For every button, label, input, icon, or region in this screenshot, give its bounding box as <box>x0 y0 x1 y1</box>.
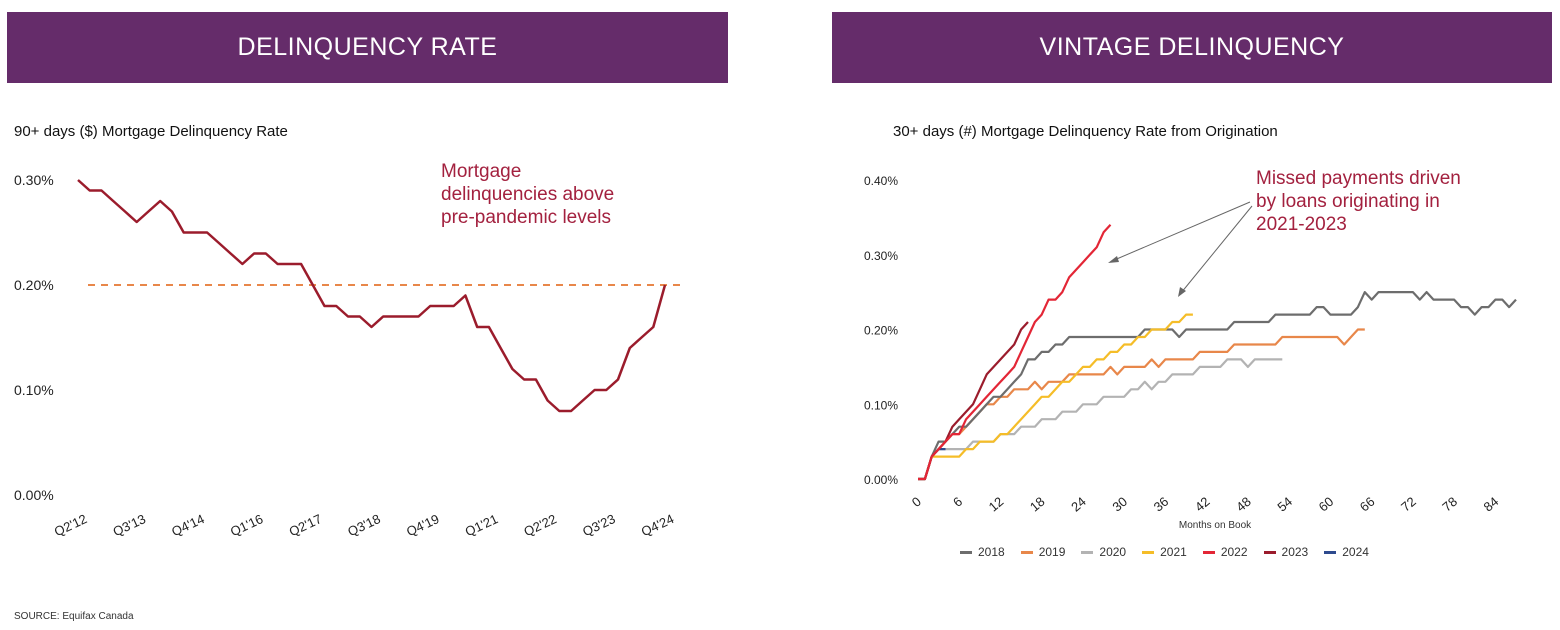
legend-item-2020: 2020 <box>1081 545 1126 559</box>
vintage-line-2024 <box>918 448 946 481</box>
left-x-tick-label: Q3'18 <box>345 511 382 539</box>
left-annotation: Mortgage delinquencies above pre-pandemi… <box>441 161 615 228</box>
left-x-tick-label: Q1'16 <box>228 511 265 539</box>
legend-item-2018: 2018 <box>960 545 1005 559</box>
legend-item-2021: 2021 <box>1142 545 1187 559</box>
right-y-tick-label: 0.10% <box>864 398 898 412</box>
right-x-tick-label: 36 <box>1151 494 1172 515</box>
vintage-line-2019 <box>918 328 1365 481</box>
right-x-tick-label: 24 <box>1068 494 1089 515</box>
right-x-tick-label: 30 <box>1109 494 1130 515</box>
left-x-tick-label: Q4'24 <box>639 511 676 539</box>
right-x-tick-label: 18 <box>1027 494 1048 515</box>
right-annotation: Missed payments driven by loans originat… <box>1256 168 1461 235</box>
legend-swatch <box>1202 550 1215 554</box>
right-x-tick-label: 6 <box>950 494 965 510</box>
right-x-tick-label: 60 <box>1316 494 1337 515</box>
vintage-line-2018 <box>918 291 1517 481</box>
legend-swatch <box>1263 550 1276 554</box>
left-x-tick-label: Q4'14 <box>169 511 206 539</box>
left-y-tick-label: 0.10% <box>14 382 54 398</box>
right-y-tick-label: 0.40% <box>864 174 898 188</box>
right-x-tick-label: 78 <box>1439 494 1460 515</box>
left-x-tick-label: Q2'17 <box>287 511 324 539</box>
right-y-tick-label: 0.20% <box>864 324 898 338</box>
legend-swatch <box>1020 550 1033 554</box>
right-x-tick-label: 0 <box>909 494 924 510</box>
right-chart-title: 30+ days (#) Mortgage Delinquency Rate f… <box>893 123 1278 140</box>
left-y-tick-label: 0.20% <box>14 277 54 293</box>
delinquency-rate-line <box>77 179 667 413</box>
left-x-tick-label: Q3'23 <box>580 511 617 539</box>
legend-swatch <box>1081 550 1094 554</box>
vintage-line-2022 <box>918 224 1112 481</box>
right-y-tick-label: 0.30% <box>864 249 898 263</box>
annotation-arrow-2022 <box>1111 201 1251 262</box>
legend-item-2023: 2023 <box>1263 545 1309 559</box>
right-x-axis-label: Months on Book <box>1179 520 1252 531</box>
annotation-arrow-2021 <box>1180 205 1253 294</box>
legend-item-2019: 2019 <box>1020 545 1066 559</box>
right-x-tick-label: 54 <box>1274 494 1295 515</box>
right-x-tick-label: 72 <box>1398 494 1419 515</box>
legend-swatch <box>960 550 972 554</box>
right-x-tick-label: 84 <box>1481 494 1502 515</box>
legend-label: 2020 <box>1099 545 1127 559</box>
delinquency-rate-banner: DELINQUENCY RATE <box>7 12 728 83</box>
vintage-line-2021 <box>918 313 1193 481</box>
legend-label: 2018 <box>978 545 1005 559</box>
left-x-tick-label: Q1'21 <box>463 511 500 539</box>
right-x-tick-label: 66 <box>1357 494 1378 515</box>
right-x-tick-label: 12 <box>986 494 1007 515</box>
annotation-arrowhead-2022 <box>1108 256 1119 263</box>
vintage-line-2023 <box>918 321 1029 481</box>
left-y-tick-label: 0.00% <box>14 487 54 503</box>
left-chart-title: 90+ days ($) Mortgage Delinquency Rate <box>14 123 288 140</box>
right-x-tick-label: 42 <box>1192 494 1213 515</box>
left-x-tick-label: Q4'19 <box>404 511 441 539</box>
legend-label: 2024 <box>1342 545 1369 559</box>
legend-item-2024: 2024 <box>1324 545 1369 559</box>
annotation-arrowhead-2021 <box>1178 287 1186 297</box>
left-x-tick-label: Q3'13 <box>111 511 148 539</box>
left-x-tick-label: Q2'22 <box>521 511 558 539</box>
right-y-tick-label: 0.00% <box>864 473 898 487</box>
vintage-legend: 2018 2019 2020 2021 2022 2023 2024 <box>960 545 1369 559</box>
legend-swatch <box>1142 550 1155 554</box>
legend-label: 2022 <box>1220 545 1248 559</box>
left-y-tick-label: 0.30% <box>14 172 54 188</box>
legend-item-2022: 2022 <box>1202 545 1248 559</box>
legend-label: 2019 <box>1038 545 1066 559</box>
legend-label: 2023 <box>1281 545 1309 559</box>
legend-label: 2021 <box>1160 545 1187 559</box>
left-x-tick-label: Q2'12 <box>52 511 89 539</box>
vintage-delinquency-banner: VINTAGE DELINQUENCY <box>832 12 1552 83</box>
right-x-tick-label: 48 <box>1233 494 1254 515</box>
source-note: SOURCE: Equifax Canada <box>14 611 134 622</box>
legend-swatch <box>1324 550 1337 554</box>
